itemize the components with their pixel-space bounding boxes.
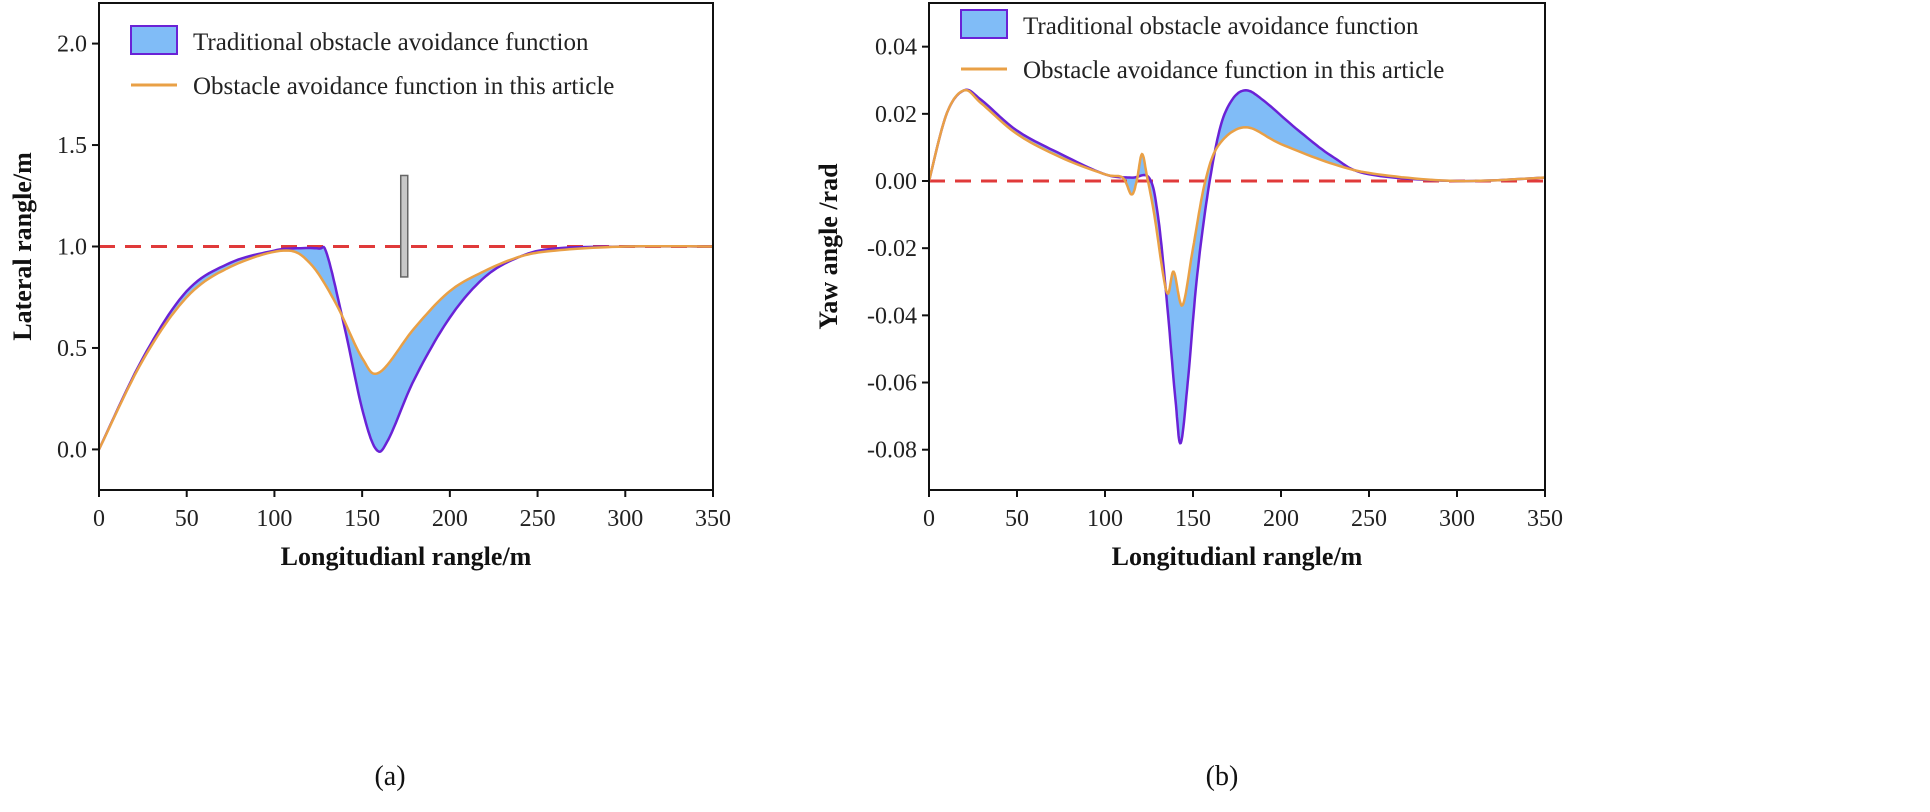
proposed-line [97, 244, 713, 450]
x-tick-label: 200 [1263, 506, 1299, 532]
y-tick-label: 0.04 [875, 35, 917, 61]
x-tick-label: 100 [1087, 506, 1123, 532]
y-tick-label: 1.0 [57, 235, 87, 261]
x-tick-label: 150 [1175, 506, 1211, 532]
y-tick-label: -0.02 [867, 236, 917, 262]
y-tick-label: -0.08 [867, 438, 917, 464]
x-tick-label: 350 [695, 506, 731, 532]
y-tick-label: 0.00 [875, 169, 917, 195]
difference-area [929, 89, 1545, 444]
traditional-line [927, 88, 1546, 445]
chart-b: 0 50 100 150 200 250 300 350 -0.08 -0.06 -0.04 -0.0… [814, 2, 1563, 571]
x-tick-label: 50 [1005, 506, 1029, 532]
y-tick-label: 0.5 [57, 336, 87, 362]
y-tick-label: 0.0 [57, 437, 87, 463]
y-tick-label: 2.0 [57, 32, 87, 58]
y-tick-label: -0.06 [867, 371, 917, 397]
x-tick-label: 300 [607, 506, 643, 532]
x-axis-label: Longitudianl rangle/m [281, 542, 532, 571]
difference-area [99, 246, 713, 452]
obstacle [399, 174, 409, 278]
caption-a: (a) [374, 761, 405, 792]
x-tick-label: 300 [1439, 506, 1475, 532]
y-tick-label: 1.5 [57, 133, 87, 159]
legend-label-traditional: Traditional obstacle avoidance function [193, 29, 589, 56]
y-axis-label: Lateral rangle/m [8, 152, 37, 341]
legend-label-proposed: Obstacle avoidance function in this arti… [193, 73, 614, 100]
proposed-line [927, 88, 1546, 307]
x-tick-label: 0 [93, 506, 105, 532]
y-axis-label: Yaw angle /rad [814, 163, 843, 330]
x-tick-label: 250 [1351, 506, 1387, 532]
y-tick-label: 0.02 [875, 102, 917, 128]
x-tick-label: 150 [344, 506, 380, 532]
legend-swatch-traditional [130, 25, 178, 55]
legend-label-proposed: Obstacle avoidance function in this arti… [1023, 57, 1444, 84]
chart-a: 0 50 100 150 200 250 300 350 0.0 0.5 1.0 1.5 2.0 Long… [8, 2, 731, 571]
legend-label-traditional: Traditional obstacle avoidance function [1023, 13, 1419, 40]
x-tick-label: 100 [256, 506, 292, 532]
x-tick-label: 250 [520, 506, 556, 532]
y-tick-label: -0.04 [867, 303, 917, 329]
legend-swatch-traditional [960, 9, 1008, 39]
caption-b: (b) [1206, 761, 1239, 792]
x-tick-label: 200 [432, 506, 468, 532]
x-tick-label: 350 [1527, 506, 1563, 532]
x-tick-label: 0 [923, 506, 935, 532]
x-tick-label: 50 [175, 506, 199, 532]
plot-frame [928, 2, 1546, 491]
x-axis-label: Longitudianl rangle/m [1112, 542, 1363, 571]
